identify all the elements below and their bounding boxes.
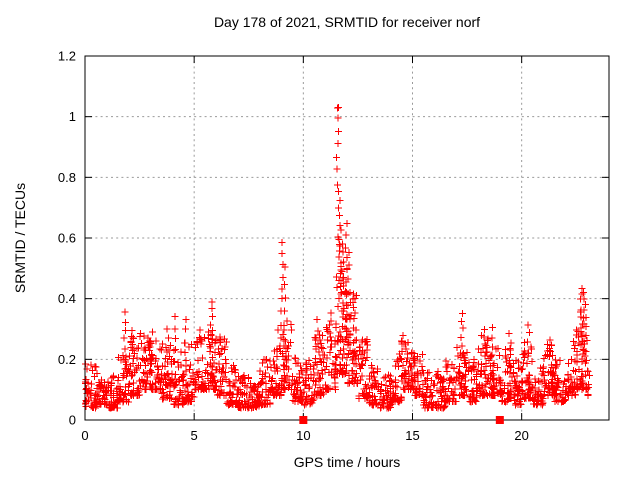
x-tick-label: 0	[81, 428, 88, 443]
x-tick-label: 5	[191, 428, 198, 443]
zero-marker	[299, 416, 308, 424]
x-tick-label: 10	[296, 428, 310, 443]
zero-markers	[299, 416, 504, 424]
x-tick-label: 15	[405, 428, 419, 443]
y-tick-label: 0.8	[58, 170, 76, 185]
y-tick-label: 0.2	[58, 352, 76, 367]
data-points	[82, 104, 593, 412]
y-axis-label: SRMTID / TECUs	[12, 183, 28, 293]
chart-title: Day 178 of 2021, SRMTID for receiver nor…	[214, 14, 480, 30]
y-tick-label: 0	[69, 413, 76, 428]
x-axis-label: GPS time / hours	[294, 454, 401, 470]
y-tick-label: 0.4	[58, 291, 76, 306]
tick-labels: 0 5 10 15 20 0 0.2 0.4 0.6 0.8 1 1.2	[58, 49, 529, 444]
y-tick-label: 0.6	[58, 231, 76, 246]
y-tick-label: 1	[69, 109, 76, 124]
y-tick-label: 1.2	[58, 49, 76, 64]
x-tick-label: 20	[514, 428, 528, 443]
scatter-points	[82, 104, 593, 412]
zero-marker	[495, 416, 504, 424]
ticks	[84, 55, 609, 421]
